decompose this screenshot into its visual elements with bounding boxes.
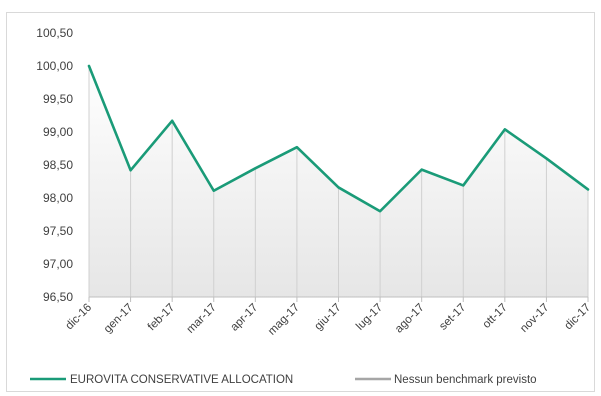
y-tick-label: 100,00: [36, 59, 73, 73]
x-tick-label: ott-17: [481, 302, 510, 331]
x-tick-label: gen-17: [102, 302, 136, 336]
series-layer: [87, 64, 590, 213]
axes: [88, 296, 589, 302]
y-tick-label: 97,00: [43, 257, 73, 271]
drop-lines: [88, 66, 589, 297]
y-tick-label: 98,00: [43, 191, 73, 205]
y-tick-label: 99,50: [43, 92, 73, 106]
x-tick-label: apr-17: [228, 302, 260, 334]
x-tick-labels: dic-16 gen-17 feb-17 mar-17 apr-17 mag-17 giu-…: [63, 302, 593, 338]
legend-label-series-2: Nessun benchmark previsto: [394, 374, 537, 386]
y-tick-label: 99,00: [43, 125, 73, 139]
y-tick-label: 97,50: [43, 224, 73, 238]
legend-label-series-1: EUROVITA CONSERVATIVE ALLOCATION: [70, 374, 293, 386]
x-tick-label: mag-17: [266, 302, 302, 338]
x-tick-label: set-17: [437, 302, 468, 333]
x-tick-label: giu-17: [313, 302, 344, 333]
x-tick-label: lug-17: [354, 302, 385, 333]
x-tick-label: dic-16: [63, 302, 94, 333]
y-tick-label: 100,50: [36, 26, 73, 40]
legend: EUROVITA CONSERVATIVE ALLOCATION Nessun b…: [30, 374, 537, 386]
y-tick-label: 96,50: [43, 290, 73, 304]
x-tick-label: feb-17: [146, 302, 178, 334]
y-tick-label: 98,50: [43, 158, 73, 172]
series-line: [87, 64, 590, 213]
x-tick-label: mar-17: [185, 302, 219, 336]
x-tick-label: dic-17: [562, 302, 593, 333]
x-tick-label: nov-17: [518, 302, 551, 335]
y-tick-labels: 96,50 97,00 97,50 98,00 98,50 99,00 99,50 100,0…: [36, 26, 73, 304]
x-tick-label: ago-17: [393, 302, 427, 336]
